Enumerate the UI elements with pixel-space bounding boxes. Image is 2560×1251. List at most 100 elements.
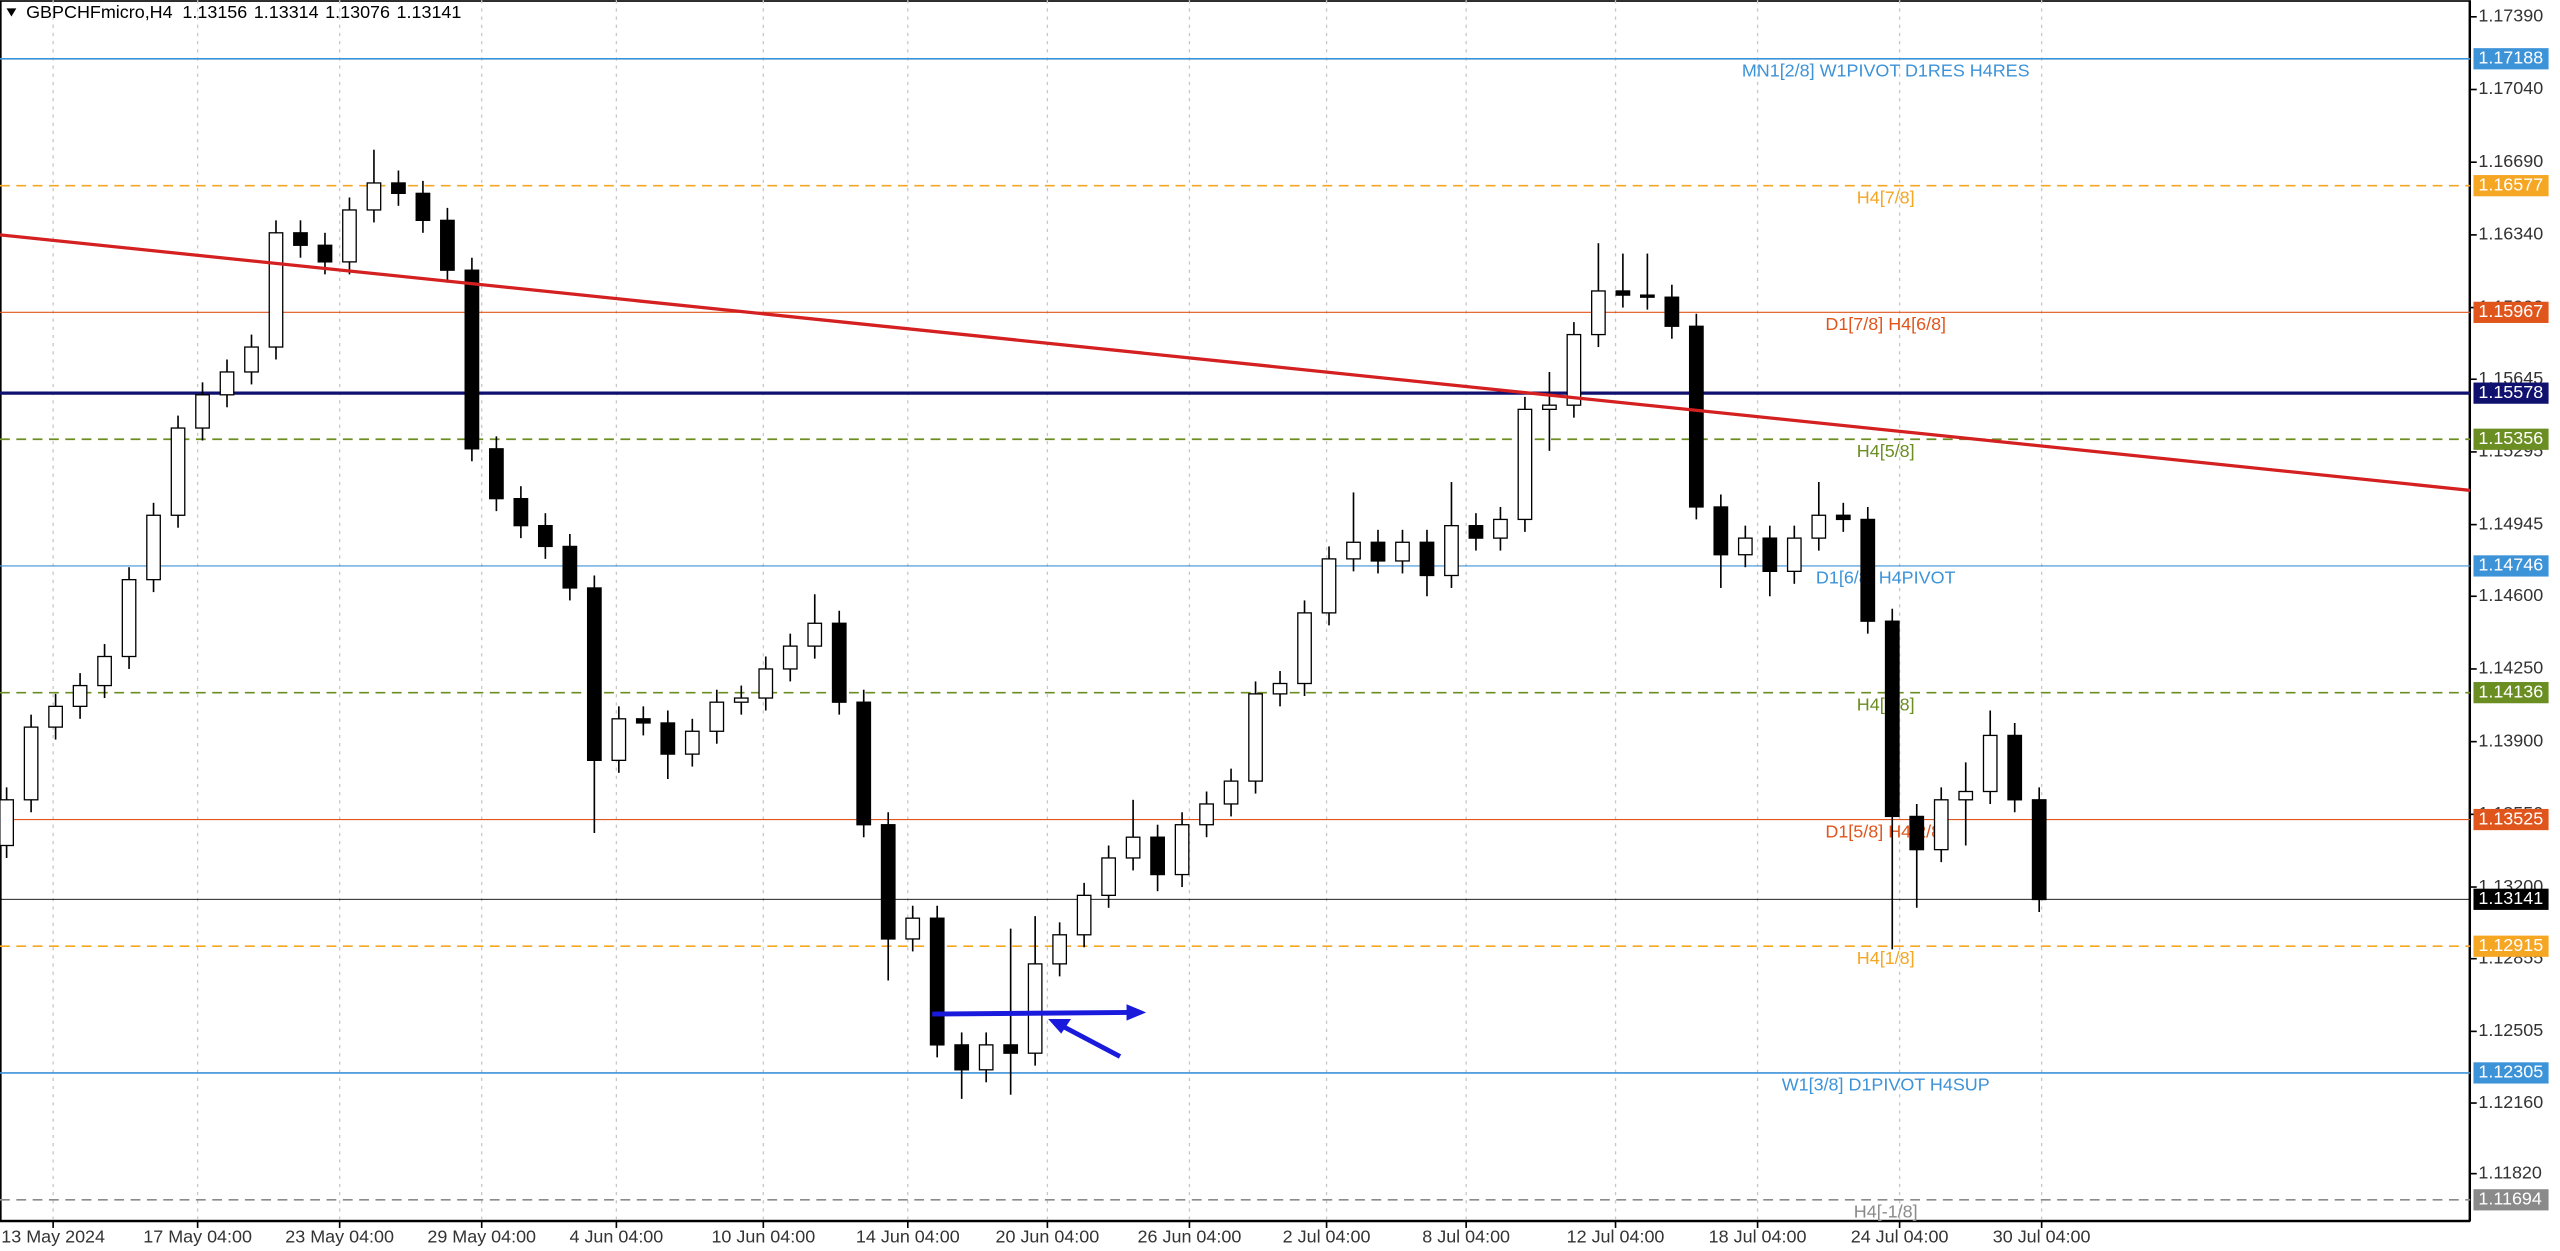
price-label-box <box>2473 935 2549 957</box>
price-label: 1.15967 <box>2478 301 2543 321</box>
candle-body <box>611 718 627 761</box>
price-label: 1.15578 <box>2478 382 2543 402</box>
header-value: 1.13076 <box>325 2 390 22</box>
y-tick-label: 1.11820 <box>2478 1162 2542 1182</box>
candle-body <box>1321 558 1337 614</box>
price-label: 1.12305 <box>2478 1062 2543 1082</box>
candle-body <box>97 655 112 687</box>
candle-body <box>1591 290 1606 336</box>
price-label-box <box>2473 682 2549 704</box>
candle-body <box>1003 1044 1019 1054</box>
candle-body <box>1542 404 1557 410</box>
candle-body <box>146 514 161 581</box>
x-tick-label: 14 Jun 04:00 <box>856 1226 960 1246</box>
price-label: 1.16577 <box>2478 174 2543 194</box>
candle-body <box>244 346 259 373</box>
candle-body <box>1272 682 1288 695</box>
candle-body <box>660 722 676 755</box>
x-tick-label: 18 Jul 04:00 <box>1709 1226 1807 1246</box>
header: GBPCHFmicro,H4 <box>6 2 173 22</box>
price-label-box <box>2473 1062 2549 1084</box>
level-text: H4[1/8] <box>1857 948 1915 968</box>
candle-body <box>1150 836 1165 876</box>
candle-body <box>856 701 872 826</box>
candle-body <box>1958 790 1974 801</box>
x-tick-label: 13 May 2024 <box>1 1226 105 1246</box>
candle-body <box>1223 780 1239 805</box>
candle-body <box>586 587 602 761</box>
candle-body <box>342 209 357 263</box>
price-label: 1.12915 <box>2478 935 2543 955</box>
candle-body <box>2007 734 2023 801</box>
price-label: 1.15356 <box>2478 428 2543 448</box>
candle-body <box>1395 541 1410 562</box>
x-tick-label: 12 Jul 04:00 <box>1567 1226 1665 1246</box>
candle-body <box>978 1044 994 1071</box>
y-tick-label: 1.12505 <box>2478 1020 2543 1040</box>
candle-body <box>1493 518 1508 539</box>
candle-body <box>464 269 480 450</box>
candle-body <box>1639 294 1655 298</box>
price-label: 1.17188 <box>2478 47 2543 67</box>
y-tick-label: 1.13900 <box>2478 730 2543 750</box>
candle-body <box>1027 963 1043 1054</box>
level-text: D1[6/8] H4PIVOT <box>1816 568 1956 588</box>
candle-body <box>1860 518 1876 622</box>
candle-body <box>1174 824 1190 876</box>
candle-body <box>562 545 578 589</box>
candle-body <box>1076 894 1092 936</box>
candle-body <box>1835 514 1851 521</box>
candle-body <box>415 192 431 221</box>
price-label-box <box>2473 175 2549 197</box>
candle-body <box>317 244 333 263</box>
candle-body <box>709 701 725 732</box>
candle-body <box>1933 799 1949 851</box>
x-tick-label: 17 May 04:00 <box>143 1226 252 1246</box>
price-label-box <box>2473 48 2549 70</box>
candles <box>0 149 2047 1099</box>
candle-body <box>733 697 749 703</box>
level-text: H4[7/8] <box>1857 187 1915 207</box>
candle-body <box>1811 514 1827 539</box>
candle-body <box>1884 620 1900 818</box>
x-tick-label: 8 Jul 04:00 <box>1422 1226 1510 1246</box>
candle-body <box>1468 524 1484 539</box>
x-tick-label: 26 Jun 04:00 <box>1138 1226 1242 1246</box>
trend-layer <box>0 233 2471 492</box>
x-tick-label: 10 Jun 04:00 <box>711 1226 815 1246</box>
price-label-box <box>2473 428 2549 450</box>
candle-body <box>1419 541 1435 577</box>
candle-body <box>1737 537 1753 556</box>
candle-body <box>831 622 847 703</box>
level-text: W1[3/8] D1PIVOT H4SUP <box>1782 1075 1990 1095</box>
y-tick-label: 1.17040 <box>2478 78 2543 98</box>
candle-body <box>1786 537 1802 572</box>
x-tick-label: 30 Jul 04:00 <box>1993 1226 2091 1246</box>
symbol-title: GBPCHFmicro,H4 <box>26 2 173 22</box>
candle-body <box>880 824 896 940</box>
x-tick-label: 23 May 04:00 <box>285 1226 394 1246</box>
candle-body <box>0 799 14 847</box>
level-text: D1[5/8] H4[2/8] <box>1825 821 1946 841</box>
price-label-box <box>2473 808 2549 831</box>
candle-body <box>1346 541 1361 560</box>
price-label-box <box>2473 1189 2549 1211</box>
x-tick-label: 24 Jul 04:00 <box>1851 1226 1949 1246</box>
candle-body <box>48 705 63 728</box>
x-tick-label: 4 Jun 04:00 <box>570 1226 664 1246</box>
candle-body <box>1909 815 1925 851</box>
price-label: 1.13141 <box>2478 888 2543 908</box>
plot-frame <box>0 0 2471 1222</box>
menu-triangle <box>6 8 17 17</box>
y-tick-label: 1.14945 <box>2478 513 2543 533</box>
level-text: H4[5/8] <box>1857 441 1915 461</box>
candle-body <box>1370 541 1386 562</box>
header-value: 1.13314 <box>254 2 319 22</box>
candle-body <box>537 524 553 548</box>
candle-body <box>1125 836 1141 859</box>
candle-body <box>905 917 921 940</box>
candle-body <box>1713 506 1729 556</box>
y-tick-label: 1.16690 <box>2478 151 2543 171</box>
